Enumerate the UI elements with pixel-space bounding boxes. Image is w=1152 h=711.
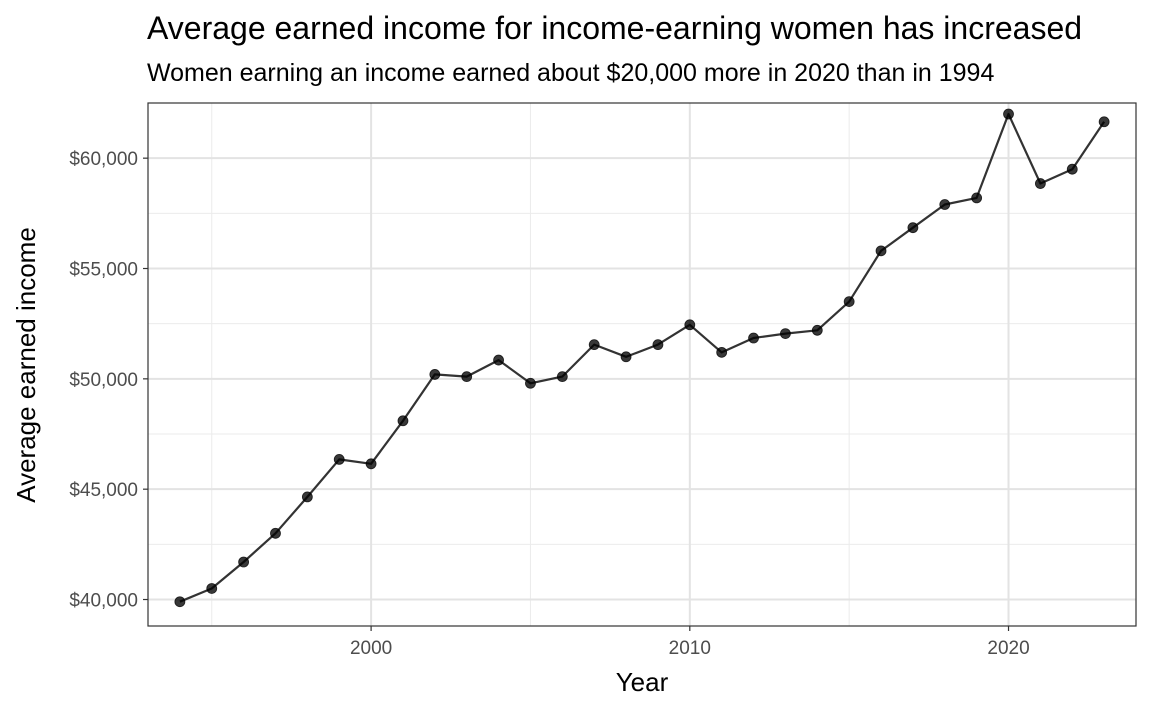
- x-tick-labels: 2000 2010 2020: [350, 638, 1030, 659]
- data-point: [1098, 116, 1110, 128]
- y-tick-label: $50,000: [69, 370, 138, 391]
- y-tick-labels: $40,000 $45,000 $50,000 $55,000 $60,000: [69, 149, 138, 611]
- data-point: [238, 556, 250, 568]
- panel-border: [147, 102, 1137, 627]
- data-point: [174, 596, 186, 608]
- data-point: [556, 371, 568, 383]
- data-point: [780, 328, 791, 340]
- data-point: [652, 339, 664, 351]
- data-point: [1066, 163, 1078, 175]
- data-point: [748, 332, 759, 344]
- data-point: [270, 527, 281, 539]
- data-point: [588, 339, 600, 351]
- data-point: [907, 222, 919, 234]
- data-point: [875, 245, 887, 257]
- data-point: [206, 583, 218, 594]
- data-point: [365, 458, 377, 470]
- major-gridlines: [148, 103, 1136, 626]
- series-line: [179, 112, 1106, 603]
- x-tick-label: 2010: [669, 638, 711, 659]
- x-axis-title: Year: [616, 667, 669, 697]
- data-point: [811, 324, 823, 336]
- series-layer: [174, 108, 1110, 608]
- data-point: [971, 192, 983, 204]
- data-point: [716, 346, 728, 358]
- y-tick-label: $45,000: [69, 480, 138, 501]
- x-tick-label: 2000: [350, 638, 392, 659]
- data-point: [461, 371, 473, 383]
- axis-ticks: [143, 157, 1010, 631]
- minor-gridlines: [148, 102, 1136, 626]
- data-point: [620, 351, 632, 363]
- data-point: [397, 415, 409, 427]
- data-point: [333, 453, 345, 465]
- y-tick-label: $40,000: [69, 591, 138, 612]
- data-point: [525, 377, 536, 389]
- y-axis-title: Average earned income: [11, 227, 41, 503]
- data-point: [301, 491, 313, 503]
- y-tick-label: $55,000: [69, 260, 138, 281]
- data-point: [1034, 178, 1046, 189]
- chart-title: Average earned income for income-earning…: [147, 10, 1083, 46]
- data-point: [843, 296, 855, 308]
- chart-subtitle: Women earning an income earned about $20…: [147, 59, 995, 87]
- data-point: [939, 199, 951, 210]
- data-point: [493, 354, 504, 366]
- data-point: [1003, 108, 1014, 120]
- data-point: [429, 369, 441, 380]
- data-point: [684, 319, 696, 331]
- x-tick-label: 2020: [987, 638, 1029, 659]
- y-tick-label: $60,000: [69, 149, 138, 170]
